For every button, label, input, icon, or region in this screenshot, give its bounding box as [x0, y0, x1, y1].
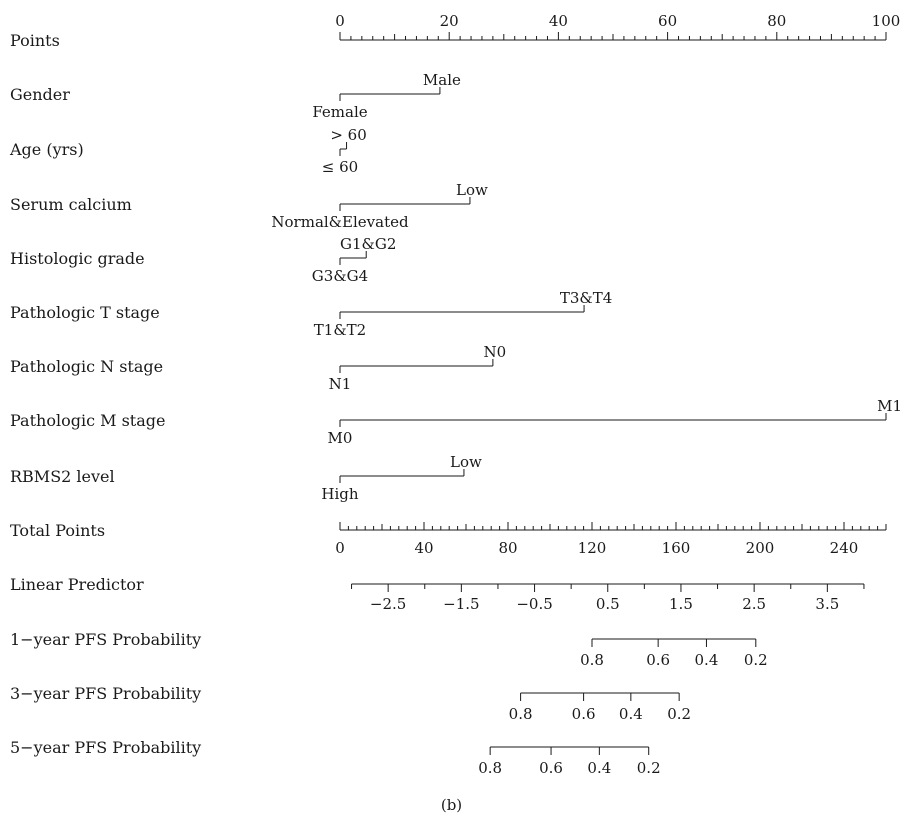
points-tick-label: 40: [549, 12, 568, 30]
total-points-tick-label: 200: [746, 539, 775, 557]
prob-axis-1-tick-label: 0.2: [744, 651, 768, 669]
variable-label-serum-calcium: Serum calcium: [10, 195, 132, 214]
prob-axis-3-tick-label: 0.2: [637, 759, 661, 777]
prob-axis-1-label: 1−year PFS Probability: [10, 630, 201, 649]
level-label: Low: [450, 453, 482, 471]
points-tick-label: 0: [335, 12, 345, 30]
points-axis-label: Points: [10, 31, 60, 50]
variable-label-pathologic-n-stage: Pathologic N stage: [10, 357, 163, 376]
level-label: N0: [484, 343, 507, 361]
level-label: Low: [456, 181, 488, 199]
variable-label-gender: Gender: [10, 85, 70, 104]
level-label: Female: [312, 103, 367, 121]
level-label: N1: [329, 375, 352, 393]
prob-axis-2-label: 3−year PFS Probability: [10, 684, 201, 703]
prob-axis-2-tick-label: 0.4: [619, 705, 643, 723]
level-label: G1&G2: [340, 235, 396, 253]
variable-label-histologic-grade: Histologic grade: [10, 249, 145, 268]
total-points-tick-label: 40: [414, 539, 433, 557]
total-points-tick-label: 120: [578, 539, 607, 557]
level-label: > 60: [330, 126, 366, 144]
level-label: M1: [877, 397, 902, 415]
prob-axis-1-tick-label: 0.4: [695, 651, 719, 669]
linear-predictor-tick-label: 2.5: [742, 595, 766, 613]
points-tick-label: 20: [440, 12, 459, 30]
level-label: Normal&Elevated: [271, 213, 409, 231]
points-tick-label: 100: [872, 12, 901, 30]
linear-predictor-tick-label: −1.5: [443, 595, 479, 613]
variable-label-pathologic-m-stage: Pathologic M stage: [10, 411, 165, 430]
linear-predictor-tick-label: −2.5: [370, 595, 406, 613]
prob-axis-2-tick-label: 0.8: [509, 705, 533, 723]
prob-axis-3-tick-label: 0.6: [539, 759, 563, 777]
variable-label-rbms2-level: RBMS2 level: [10, 467, 115, 486]
total-points-tick-label: 240: [830, 539, 859, 557]
prob-axis-1-tick-label: 0.8: [580, 651, 604, 669]
total-points-tick-label: 0: [335, 539, 345, 557]
linear-predictor-tick-label: 0.5: [596, 595, 620, 613]
prob-axis-3-tick-label: 0.4: [587, 759, 611, 777]
level-label: G3&G4: [312, 267, 368, 285]
prob-axis-1-tick-label: 0.6: [646, 651, 670, 669]
total-points-axis-label: Total Points: [10, 521, 105, 540]
linear-predictor-tick-label: 3.5: [815, 595, 839, 613]
variable-label-age-yrs: Age (yrs): [9, 140, 84, 159]
linear-predictor-tick-label: 1.5: [669, 595, 693, 613]
level-label: T1&T2: [314, 321, 366, 339]
prob-axis-3-tick-label: 0.8: [478, 759, 502, 777]
level-label: ≤ 60: [322, 158, 358, 176]
total-points-tick-label: 80: [498, 539, 517, 557]
variable-label-pathologic-t-stage: Pathologic T stage: [10, 303, 160, 322]
points-tick-label: 60: [658, 12, 677, 30]
figure-caption: (b): [440, 796, 463, 814]
prob-axis-3-label: 5−year PFS Probability: [10, 738, 201, 757]
points-tick-label: 80: [767, 12, 786, 30]
prob-axis-2-tick-label: 0.6: [572, 705, 596, 723]
linear-predictor-tick-label: −0.5: [516, 595, 552, 613]
prob-axis-2-tick-label: 0.2: [667, 705, 691, 723]
linear-predictor-axis-label: Linear Predictor: [10, 575, 144, 594]
total-points-tick-label: 160: [662, 539, 691, 557]
level-label: T3&T4: [560, 289, 612, 307]
level-label: High: [321, 485, 358, 503]
level-label: Male: [423, 71, 461, 89]
level-label: M0: [328, 429, 353, 447]
